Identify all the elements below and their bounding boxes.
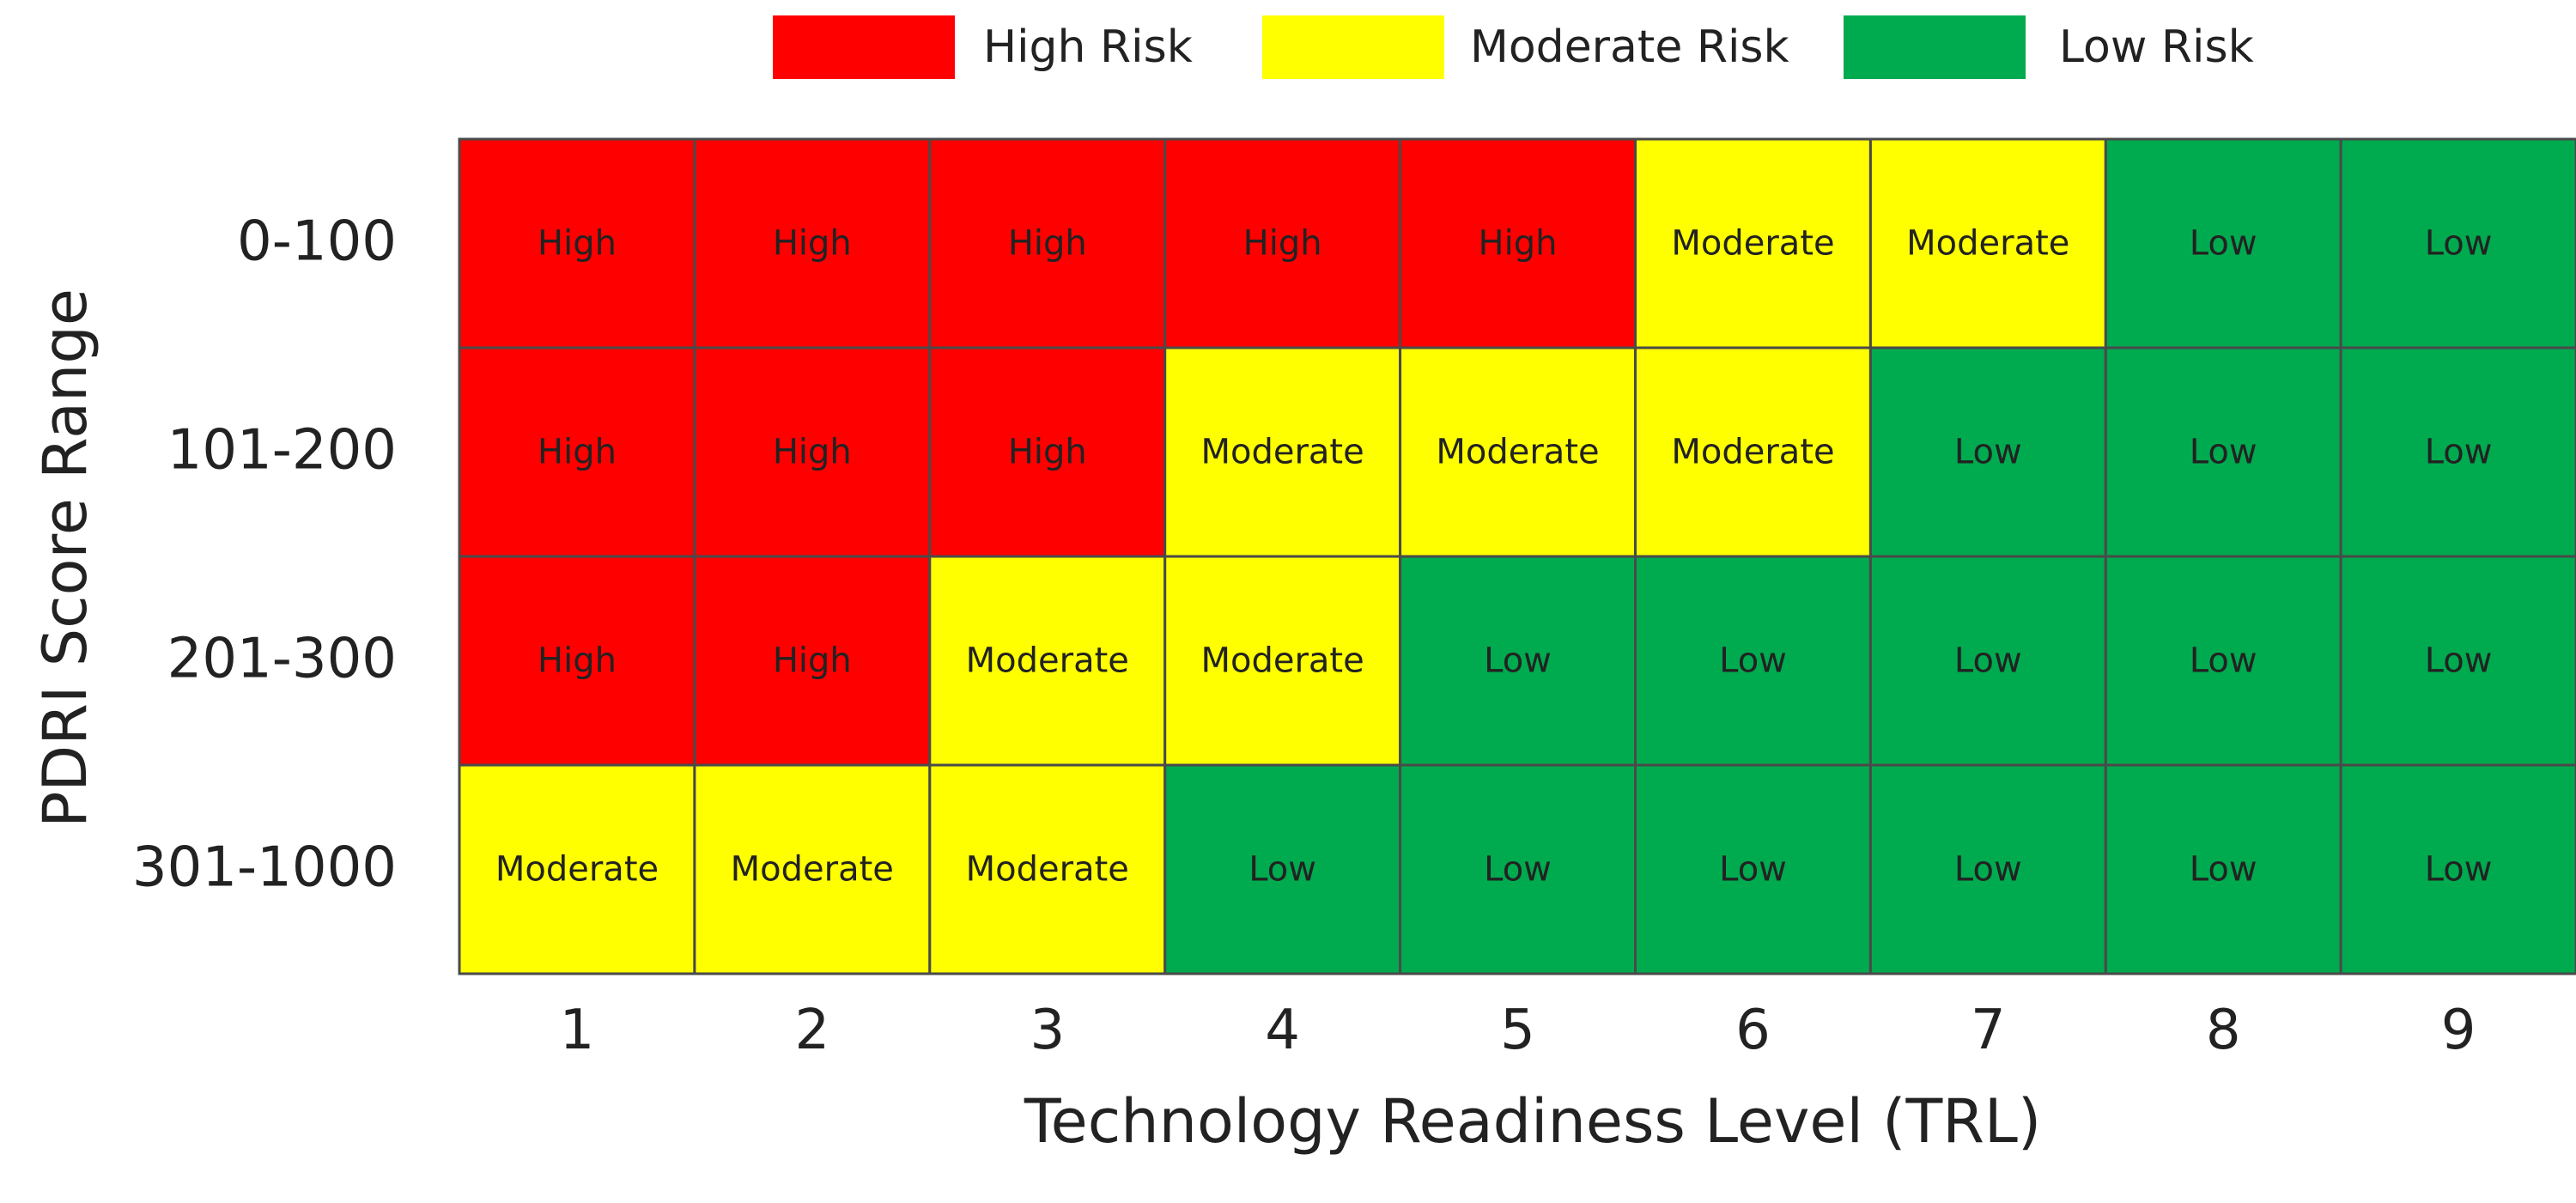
heatmap-cell-r1-c2 xyxy=(693,137,932,349)
x-tick-label: 6 xyxy=(1735,999,1771,1062)
heatmap-cell-r4-c8 xyxy=(2104,763,2342,975)
heatmap-cells xyxy=(458,137,2576,975)
y-tick-label: 201-300 xyxy=(167,628,397,691)
cell-label-moderate: Moderate xyxy=(731,850,894,890)
cell-label-low: Low xyxy=(2190,433,2257,472)
cell-label-high: High xyxy=(538,224,617,264)
heatmap-cell-r2-c6 xyxy=(1634,346,1872,558)
legend-label-moderate: Moderate Risk xyxy=(1470,21,1789,73)
x-tick-label: 5 xyxy=(1500,999,1535,1062)
x-tick-label: 9 xyxy=(2441,999,2476,1062)
heatmap-cell-labels: High High High High High Moderate Moderate Low L… xyxy=(495,224,2493,890)
cell-label-high: High xyxy=(1243,224,1322,264)
heatmap-cell-r4-c9 xyxy=(2339,763,2576,975)
cell-label-moderate: Moderate xyxy=(1436,433,1599,472)
heatmap-cell-r2-c1 xyxy=(458,346,696,558)
cell-label-high: High xyxy=(1479,224,1558,264)
heatmap-cell-r1-c6 xyxy=(1634,137,1872,349)
heatmap-cell-r2-c9 xyxy=(2339,346,2576,558)
cell-label-low: Low xyxy=(2425,433,2493,472)
heatmap-cell-r1-c9 xyxy=(2339,137,2576,349)
cell-label-low: Low xyxy=(2190,850,2257,890)
heatmap-cell-r4-c5 xyxy=(1399,763,1637,975)
y-axis-title: PDRI Score Range xyxy=(30,289,100,828)
x-axis-title: Technology Readiness Level (TRL) xyxy=(1024,1086,2041,1157)
y-tick-label: 301-1000 xyxy=(132,836,397,900)
cell-label-low: Low xyxy=(2425,224,2493,264)
cell-label-low: Low xyxy=(2425,850,2493,890)
heatmap-cell-r1-c4 xyxy=(1163,137,1402,349)
cell-label-high: High xyxy=(1008,224,1087,264)
cell-label-low: Low xyxy=(1719,641,1787,681)
cell-label-moderate: Moderate xyxy=(966,641,1129,681)
heatmap-cell-r3-c9 xyxy=(2339,555,2576,767)
legend: High Risk Moderate Risk Low Risk xyxy=(773,15,2254,79)
y-tick-label: 0-100 xyxy=(237,210,397,274)
x-tick-label: 8 xyxy=(2206,999,2241,1062)
legend-swatch-low xyxy=(1844,15,2026,79)
cell-label-moderate: Moderate xyxy=(1200,433,1364,472)
cell-label-low: Low xyxy=(1484,641,1552,681)
x-tick-label: 7 xyxy=(1971,999,2006,1062)
heatmap-cell-r2-c2 xyxy=(693,346,932,558)
cell-label-moderate: Moderate xyxy=(1906,224,2069,264)
heatmap-cell-r3-c7 xyxy=(1868,555,2107,767)
y-tick-label: 101-200 xyxy=(167,419,397,483)
x-tick-label: 3 xyxy=(1030,999,1065,1062)
cell-label-low: Low xyxy=(2190,641,2257,681)
cell-label-high: High xyxy=(538,433,617,472)
cell-label-low: Low xyxy=(2425,641,2493,681)
cell-label-high: High xyxy=(1008,433,1087,472)
heatmap-cell-r2-c8 xyxy=(2104,346,2342,558)
cell-label-low: Low xyxy=(1954,850,2022,890)
heatmap-cell-r2-c3 xyxy=(928,346,1167,558)
cell-label-low: Low xyxy=(1954,641,2022,681)
heatmap-cell-r3-c5 xyxy=(1399,555,1637,767)
cell-label-high: High xyxy=(773,433,852,472)
heatmap-cell-r4-c7 xyxy=(1868,763,2107,975)
cell-label-high: High xyxy=(538,641,617,681)
legend-swatch-high xyxy=(773,15,955,79)
heatmap-cell-r4-c3 xyxy=(928,763,1167,975)
legend-label-low: Low Risk xyxy=(2059,21,2254,73)
x-tick-label: 4 xyxy=(1265,999,1300,1062)
heatmap-cell-r1-c8 xyxy=(2104,137,2342,349)
cell-label-moderate: Moderate xyxy=(1671,224,1834,264)
heatmap-cell-r3-c3 xyxy=(928,555,1167,767)
heatmap-cell-r1-c5 xyxy=(1399,137,1637,349)
cell-label-moderate: Moderate xyxy=(495,850,659,890)
cell-label-moderate: Moderate xyxy=(1671,433,1834,472)
legend-label-high: High Risk xyxy=(983,21,1193,73)
legend-swatch-moderate xyxy=(1262,15,1444,79)
heatmap-cell-r4-c2 xyxy=(693,763,932,975)
x-tick-label: 2 xyxy=(794,999,829,1062)
cell-label-moderate: Moderate xyxy=(1200,641,1364,681)
cell-label-low: Low xyxy=(1954,433,2022,472)
heatmap-cell-r1-c1 xyxy=(458,137,696,349)
x-axis-ticks: 1 2 3 4 5 6 7 8 9 xyxy=(560,999,2476,1062)
y-axis-ticks: 0-100 101-200 201-300 301-1000 xyxy=(132,210,397,900)
heatmap-cell-r3-c2 xyxy=(693,555,932,767)
heatmap-cell-r3-c1 xyxy=(458,555,696,767)
heatmap-cell-r4-c6 xyxy=(1634,763,1872,975)
heatmap-cell-r1-c3 xyxy=(928,137,1167,349)
cell-label-high: High xyxy=(773,641,852,681)
cell-label-low: Low xyxy=(2190,224,2257,264)
heatmap-cell-r2-c4 xyxy=(1163,346,1402,558)
cell-label-low: Low xyxy=(1719,850,1787,890)
cell-label-low: Low xyxy=(1249,850,1316,890)
heatmap-cell-r3-c4 xyxy=(1163,555,1402,767)
cell-label-moderate: Moderate xyxy=(966,850,1129,890)
cell-label-low: Low xyxy=(1484,850,1552,890)
cell-label-high: High xyxy=(773,224,852,264)
x-tick-label: 1 xyxy=(560,999,595,1062)
